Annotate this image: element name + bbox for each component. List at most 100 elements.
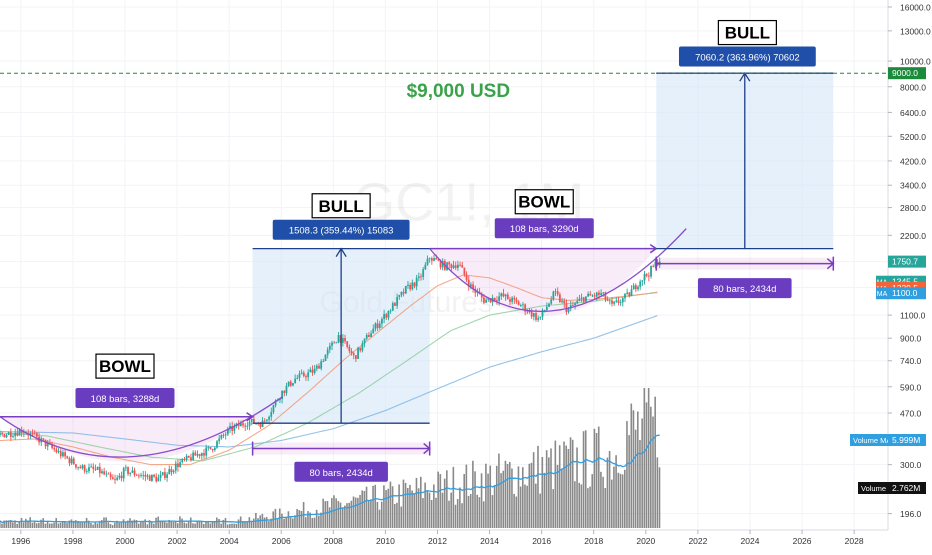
volume-bar xyxy=(46,521,49,528)
time-axis-tick-label: 2026 xyxy=(793,536,812,546)
candle-body xyxy=(647,275,650,277)
candle-body xyxy=(55,449,58,453)
ma-badge-tag xyxy=(876,287,888,300)
volume-bar xyxy=(600,471,602,528)
candle-body xyxy=(411,282,414,290)
pattern-label-box[interactable] xyxy=(311,193,371,219)
candle-body xyxy=(300,372,303,374)
volume-bar xyxy=(64,521,66,528)
volume-bar xyxy=(109,523,112,528)
candle-body xyxy=(611,300,613,304)
candle-body xyxy=(402,292,405,294)
time-axis-tick-label: 2016 xyxy=(532,536,551,546)
volume-bar xyxy=(376,501,379,528)
candle-body xyxy=(541,310,544,317)
volume-bar xyxy=(589,486,591,528)
volume-bar xyxy=(606,457,609,528)
measure-info-box[interactable] xyxy=(272,219,410,240)
volume-bar xyxy=(189,517,192,528)
volume-bar xyxy=(630,403,633,528)
volume-bar xyxy=(289,517,292,528)
volume-bar xyxy=(556,464,559,528)
volume-bar xyxy=(220,523,222,528)
candle-body xyxy=(372,328,375,334)
volume-bar xyxy=(33,521,36,528)
volume-bar xyxy=(38,522,40,528)
measure-info-box[interactable] xyxy=(75,388,175,409)
candle-body xyxy=(179,462,182,467)
pattern-label-box[interactable] xyxy=(514,189,574,215)
candle-body xyxy=(496,300,498,302)
volume-bar xyxy=(567,448,570,528)
volume-bar xyxy=(313,517,316,528)
candle-body xyxy=(619,302,622,304)
measure-info-box[interactable] xyxy=(678,46,816,67)
pattern-label: BOWL xyxy=(99,357,151,376)
volume-bar xyxy=(526,485,528,528)
volume-bar xyxy=(237,519,240,528)
volume-bar xyxy=(224,518,227,528)
pattern-label-box[interactable] xyxy=(95,353,155,379)
volume-bar xyxy=(500,473,502,528)
candle-body xyxy=(116,477,119,480)
measure-info-box[interactable] xyxy=(494,218,594,239)
candle-body xyxy=(650,266,652,277)
time-axis-tick-label: 1998 xyxy=(63,536,82,546)
measure-info-box[interactable] xyxy=(697,278,792,299)
ma-blue-line xyxy=(0,315,658,448)
volume-bar xyxy=(16,523,18,528)
volume-bar xyxy=(120,522,123,528)
volume-bar xyxy=(344,505,346,528)
candle-body xyxy=(298,373,301,378)
candle-body xyxy=(522,304,524,306)
volume-bar xyxy=(183,522,186,528)
candle-body xyxy=(517,301,520,306)
volume-bar xyxy=(428,492,431,528)
candle-body xyxy=(22,432,25,434)
volume-bar xyxy=(537,445,539,528)
candle-body xyxy=(146,475,149,477)
volume-bar xyxy=(387,488,390,528)
candle-body xyxy=(363,338,366,344)
volume-bar xyxy=(161,520,164,528)
candle-body xyxy=(381,318,383,324)
volume-bar xyxy=(35,523,38,528)
candle-body xyxy=(374,323,377,329)
volume-bar xyxy=(539,493,541,528)
candle-body xyxy=(229,425,231,429)
price-axis-tick-label: 13000.0 xyxy=(900,26,931,36)
volume-bar xyxy=(72,520,75,528)
volume-bar xyxy=(174,521,177,528)
volume-bar xyxy=(632,410,635,528)
volume-bar xyxy=(68,520,71,528)
volume-bar xyxy=(354,497,357,528)
volume-bar xyxy=(656,457,659,528)
volume-bar xyxy=(389,481,392,528)
volume-bar xyxy=(70,519,73,528)
candle-body xyxy=(192,452,195,461)
candle-body xyxy=(283,390,286,394)
volume-bar xyxy=(337,500,340,528)
pattern-label-box[interactable] xyxy=(717,19,777,46)
annotation-foreground-layer[interactable]: $9,000 USD BOWL 108 bars, 3288d BULL 1508.3 … xyxy=(0,19,888,482)
volume-bar xyxy=(619,473,622,528)
volume-bar xyxy=(155,517,157,528)
volume-bar xyxy=(422,498,424,528)
candle-body xyxy=(66,456,69,459)
volume-bar xyxy=(621,474,624,528)
volume-bar xyxy=(350,500,353,528)
pattern-label: BULL xyxy=(318,197,363,216)
candle-body xyxy=(244,425,247,427)
volume-bar xyxy=(482,501,485,528)
candle-body xyxy=(233,426,236,431)
volume-bar xyxy=(205,521,207,528)
candle-body xyxy=(81,465,84,469)
measure-info-box[interactable] xyxy=(294,461,388,482)
volume-bar xyxy=(287,511,290,528)
candle-body xyxy=(565,303,568,312)
candle-body xyxy=(563,300,566,304)
price-axis-tick-label: 300.0 xyxy=(900,460,922,470)
candle-body xyxy=(376,323,379,328)
